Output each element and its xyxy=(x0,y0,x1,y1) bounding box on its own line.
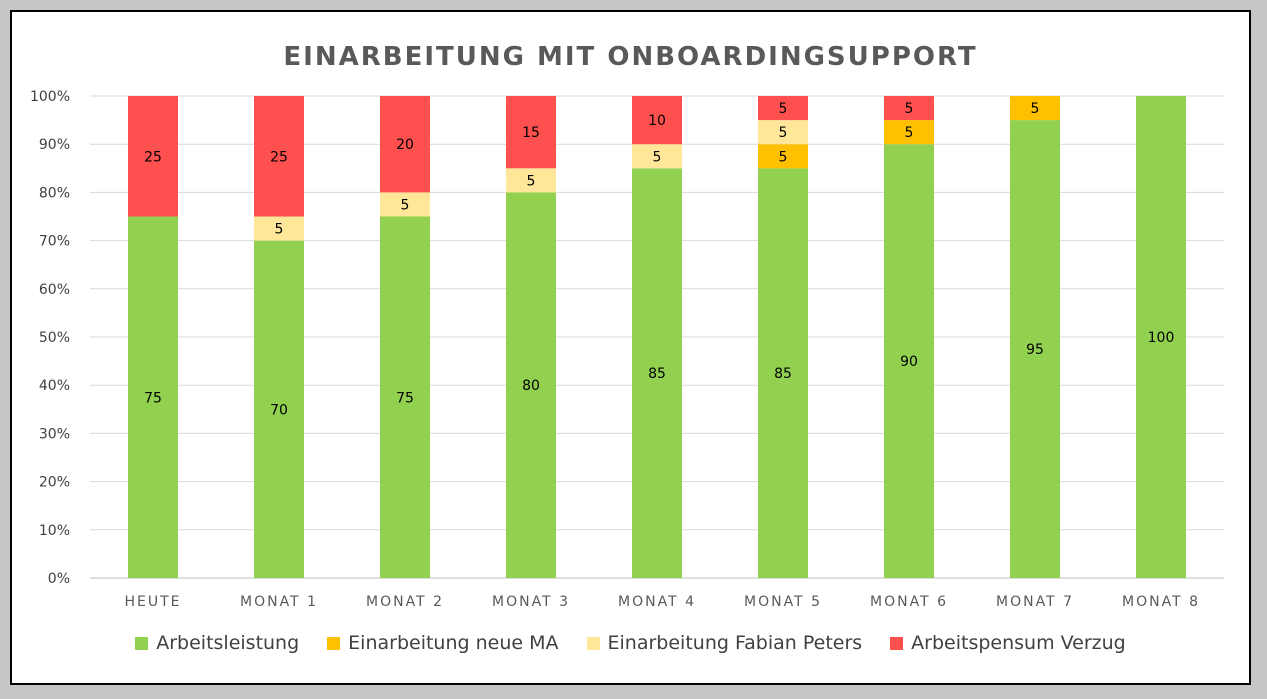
bar-segment xyxy=(254,216,304,241)
x-tick-label: MONAT 2 xyxy=(366,594,444,610)
data-label: 5 xyxy=(905,125,914,141)
data-label: 5 xyxy=(275,222,284,238)
data-label: 75 xyxy=(144,390,162,406)
x-tick-label: MONAT 1 xyxy=(240,594,318,610)
bar-segment xyxy=(758,96,808,121)
data-label: 85 xyxy=(648,366,666,382)
legend-label: Einarbeitung neue MA xyxy=(348,632,559,654)
bar-segment xyxy=(380,96,430,193)
legend-item: Einarbeitung neue MA xyxy=(327,632,559,654)
bar-segment xyxy=(758,144,808,169)
y-tick-label: 100% xyxy=(30,89,70,105)
data-label: 5 xyxy=(779,149,788,165)
legend-item: Arbeitsleistung xyxy=(135,632,299,654)
data-label: 5 xyxy=(905,101,914,117)
x-tick-label: MONAT 6 xyxy=(870,594,948,610)
data-label: 95 xyxy=(1026,342,1044,358)
y-tick-label: 20% xyxy=(39,475,70,491)
y-tick-label: 70% xyxy=(39,234,70,250)
data-label: 90 xyxy=(900,354,918,370)
y-tick-label: 0% xyxy=(48,571,70,587)
bar-segment xyxy=(884,144,934,578)
data-label: 5 xyxy=(779,125,788,141)
data-label: 5 xyxy=(527,173,536,189)
legend-swatch xyxy=(327,636,341,650)
data-label: 10 xyxy=(648,113,666,129)
chart-title: EINARBEITUNG MIT ONBOARDINGSUPPORT xyxy=(283,42,978,72)
bar-segment xyxy=(254,240,304,578)
x-tick-label: MONAT 4 xyxy=(618,594,696,610)
data-label: 20 xyxy=(396,137,414,153)
bar-segment xyxy=(632,96,682,145)
x-tick-label: MONAT 7 xyxy=(996,594,1074,610)
legend-label: Arbeitsleistung xyxy=(156,632,300,654)
legend-label: Arbeitspensum Verzug xyxy=(911,632,1126,654)
x-tick-label: MONAT 3 xyxy=(492,594,570,610)
data-label: 75 xyxy=(396,390,414,406)
bar-segment xyxy=(380,216,430,578)
bar-segment xyxy=(884,120,934,145)
y-tick-label: 40% xyxy=(39,378,70,394)
data-label: 25 xyxy=(144,149,162,165)
chart-frame: EINARBEITUNG MIT ONBOARDINGSUPPORT 0% 10%… xyxy=(10,10,1251,685)
bar-segment xyxy=(884,96,934,121)
legend-label: Einarbeitung Fabian Peters xyxy=(607,632,863,654)
legend-swatch xyxy=(135,636,149,650)
bar-segment xyxy=(506,168,556,193)
bar-segment xyxy=(506,96,556,169)
y-tick-label: 30% xyxy=(39,426,70,442)
bar-segment xyxy=(632,168,682,579)
bar-segment xyxy=(1136,96,1186,578)
legend-swatch xyxy=(586,636,600,650)
x-tick-label: HEUTE xyxy=(124,594,181,610)
chart-legend: Arbeitsleistung Einarbeitung neue MA Einar… xyxy=(12,632,1249,654)
legend-item: Arbeitspensum Verzug xyxy=(890,632,1126,654)
bar-segment xyxy=(1010,120,1060,578)
data-label: 100 xyxy=(1148,330,1175,346)
y-tick-label: 10% xyxy=(39,523,70,539)
data-label: 5 xyxy=(779,101,788,117)
data-label: 5 xyxy=(653,149,662,165)
data-label: 15 xyxy=(522,125,540,141)
bar-segment xyxy=(254,96,304,217)
legend-item: Einarbeitung Fabian Peters xyxy=(586,632,863,654)
bar-segment xyxy=(758,120,808,145)
bar-segment xyxy=(1010,96,1060,121)
data-label: 70 xyxy=(270,402,288,418)
data-label: 5 xyxy=(401,197,410,213)
legend-swatch xyxy=(890,636,904,650)
bar-segment xyxy=(632,144,682,169)
bar-segment xyxy=(758,168,808,579)
y-tick-label: 50% xyxy=(39,330,70,346)
x-tick-label: MONAT 8 xyxy=(1122,594,1200,610)
x-tick-label: MONAT 5 xyxy=(744,594,822,610)
chart-plot-area: 0% 10% 20% 30% 40% 50% 60% 70% 80% 90% 100% 75 25 HEU… xyxy=(30,89,1224,610)
data-label: 85 xyxy=(774,366,792,382)
bar-segment xyxy=(128,96,178,217)
y-tick-label: 90% xyxy=(39,137,70,153)
bar-segment xyxy=(380,192,430,217)
y-tick-label: 60% xyxy=(39,282,70,298)
bar-segment xyxy=(506,192,556,578)
bar-segment xyxy=(128,216,178,578)
data-label: 25 xyxy=(270,149,288,165)
y-tick-label: 80% xyxy=(39,185,70,201)
data-label: 5 xyxy=(1031,101,1040,117)
data-label: 80 xyxy=(522,378,540,394)
